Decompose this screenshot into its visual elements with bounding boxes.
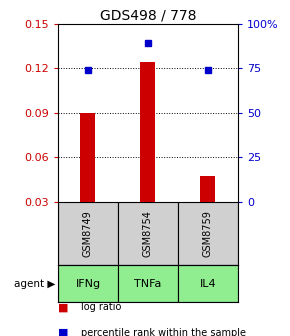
Text: ■: ■ bbox=[58, 302, 68, 312]
Text: agent ▶: agent ▶ bbox=[14, 279, 55, 289]
Bar bbox=[178, 202, 238, 265]
Text: GSM8759: GSM8759 bbox=[203, 210, 213, 257]
Bar bbox=[118, 202, 178, 265]
Bar bbox=[58, 202, 118, 265]
Text: TNFa: TNFa bbox=[134, 279, 162, 289]
Text: IFNg: IFNg bbox=[75, 279, 101, 289]
Text: percentile rank within the sample: percentile rank within the sample bbox=[81, 328, 246, 336]
Title: GDS498 / 778: GDS498 / 778 bbox=[100, 8, 196, 23]
Text: GSM8749: GSM8749 bbox=[83, 210, 93, 257]
Bar bbox=[80, 113, 95, 202]
Bar bbox=[200, 176, 215, 202]
Bar bbox=[140, 62, 155, 202]
Text: log ratio: log ratio bbox=[81, 302, 122, 312]
Bar bbox=[58, 265, 118, 302]
Text: IL4: IL4 bbox=[200, 279, 216, 289]
Text: GSM8754: GSM8754 bbox=[143, 210, 153, 257]
Text: ■: ■ bbox=[58, 328, 68, 336]
Bar bbox=[178, 265, 238, 302]
Bar bbox=[118, 265, 178, 302]
